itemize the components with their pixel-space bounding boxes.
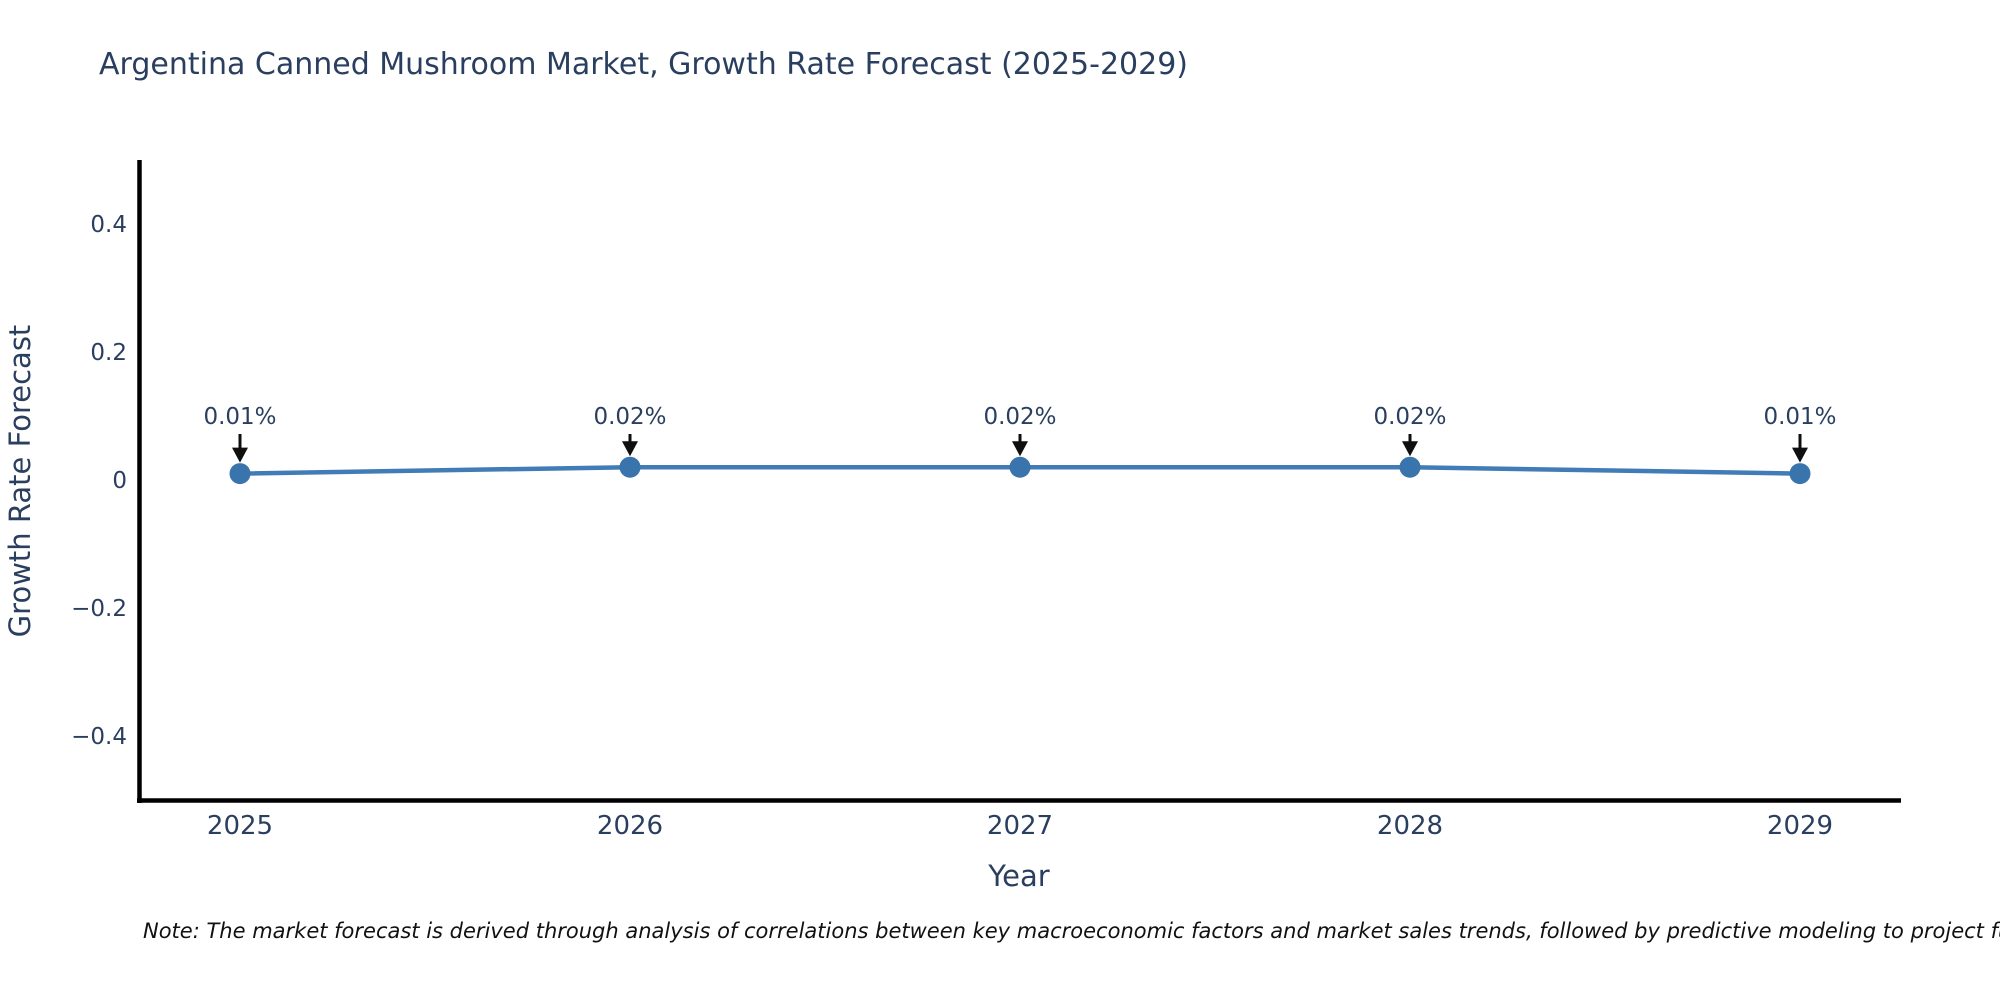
data-point-2029[interactable] (1789, 463, 1811, 485)
x-tick-label: 2029 (1767, 811, 1833, 841)
data-point-2025[interactable] (229, 463, 251, 485)
x-tick-label: 2027 (987, 811, 1053, 841)
y-tick-label: 0.2 (90, 340, 127, 366)
footnote: Note: The market forecast is derived thr… (143, 918, 2000, 945)
point-annotation: 0.02% (983, 404, 1056, 430)
x-tick-label: 2028 (1377, 811, 1443, 841)
y-tick-label: −0.2 (71, 596, 127, 622)
annotation-arrowhead (232, 447, 248, 463)
chart-title: Argentina Canned Mushroom Market, Growth… (99, 47, 1189, 82)
point-annotation: 0.01% (1763, 404, 1836, 430)
x-axis-title: Year (987, 859, 1049, 893)
data-point-2028[interactable] (1399, 456, 1421, 478)
y-tick-label: −0.4 (71, 724, 127, 750)
annotation-arrowhead (1012, 441, 1028, 457)
y-tick-label: 0 (112, 468, 127, 494)
data-point-2027[interactable] (1009, 456, 1031, 478)
point-annotation: 0.02% (1373, 404, 1446, 430)
y-axis-title: Growth Rate Forecast (3, 325, 37, 638)
point-annotation: 0.02% (593, 404, 666, 430)
annotation-arrowhead (1402, 441, 1418, 457)
x-tick-label: 2026 (597, 811, 663, 841)
annotation-arrowhead (622, 441, 638, 457)
x-tick-label: 2025 (207, 811, 273, 841)
data-point-2026[interactable] (619, 456, 641, 478)
annotation-arrowhead (1792, 447, 1808, 463)
y-tick-label: 0.4 (90, 212, 127, 238)
footnote-text: Note: The market forecast is derived thr… (143, 919, 2000, 943)
point-annotation: 0.01% (203, 404, 276, 430)
